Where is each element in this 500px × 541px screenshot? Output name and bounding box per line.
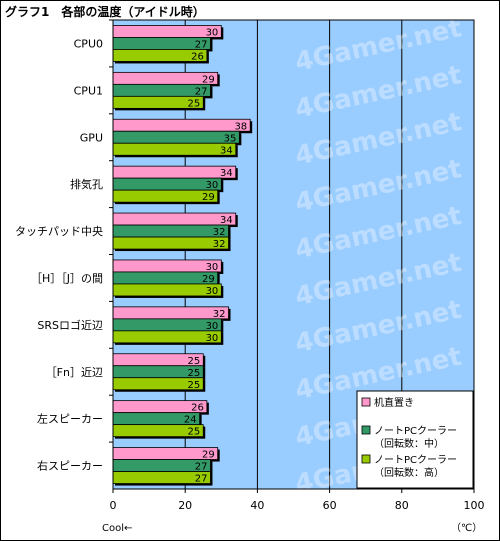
- axis-unit: （℃）: [451, 522, 482, 534]
- data-label: 30: [206, 321, 219, 332]
- data-label: 30: [206, 27, 219, 38]
- legend-swatch: [361, 425, 371, 435]
- category-label: 排気孔: [70, 177, 103, 191]
- x-tick-label: 60: [323, 499, 337, 512]
- bar: [112, 236, 229, 250]
- data-label: 38: [234, 121, 247, 132]
- data-label: 27: [195, 462, 208, 473]
- data-label: 29: [202, 450, 215, 461]
- category-label: CPU0: [74, 37, 103, 50]
- bar: [112, 224, 229, 238]
- data-label: 32: [213, 239, 226, 250]
- x-tick-label: 100: [464, 499, 485, 512]
- data-label: 27: [195, 474, 208, 485]
- bar: [112, 142, 237, 156]
- data-label: 25: [188, 380, 201, 391]
- category-label: 右スピーカー: [37, 459, 103, 473]
- data-label: 30: [206, 262, 219, 273]
- bar: [112, 130, 240, 144]
- bar: [112, 118, 251, 132]
- legend-label: ノートPCクーラー: [374, 425, 457, 437]
- legend-swatch: [361, 397, 371, 407]
- x-tick-label: 80: [395, 499, 409, 512]
- category-label: ［Fn］近辺: [46, 366, 103, 379]
- data-label: 32: [213, 227, 226, 238]
- data-label: 27: [195, 39, 208, 50]
- bar: [112, 212, 237, 226]
- data-label: 34: [220, 145, 233, 156]
- data-label: 27: [195, 86, 208, 97]
- data-label: 29: [202, 74, 215, 85]
- category-label: CPU1: [74, 84, 103, 97]
- data-label: 25: [188, 427, 201, 438]
- legend-swatch: [361, 454, 371, 464]
- data-label: 30: [206, 286, 219, 297]
- legend-label: （回転数：高）: [374, 466, 444, 479]
- data-label: 26: [191, 403, 204, 414]
- legend-label: 机直置き: [374, 396, 414, 409]
- data-label: 34: [220, 215, 233, 226]
- data-label: 24: [184, 415, 197, 426]
- data-label: 34: [220, 168, 233, 179]
- legend-label: ノートPCクーラー: [374, 454, 457, 466]
- data-label: 29: [202, 274, 215, 285]
- bar: [112, 165, 237, 179]
- category-label: GPU: [80, 131, 103, 144]
- bar: [112, 306, 229, 320]
- category-label: ［H］［J］の間: [31, 272, 103, 285]
- data-label: 25: [188, 98, 201, 109]
- data-label: 30: [206, 180, 219, 191]
- data-label: 35: [224, 133, 237, 144]
- x-tick-label: 40: [250, 499, 264, 512]
- legend-box: [356, 390, 474, 489]
- data-label: 25: [188, 356, 201, 367]
- category-label: SRSロゴ近辺: [37, 318, 103, 332]
- chart-title: グラフ1 各部の温度（アイドル時）: [5, 5, 205, 19]
- data-label: 26: [191, 51, 204, 62]
- data-label: 32: [213, 309, 226, 320]
- category-label: タッチパッド中央: [15, 225, 103, 238]
- x-tick-label: 20: [178, 499, 192, 512]
- bars-layer: 3027262927253835343430293432323029303230…: [112, 25, 253, 486]
- data-label: 29: [202, 192, 215, 203]
- legend-label: （回転数：中）: [374, 437, 444, 450]
- axis-note-cool: Cool←: [102, 523, 132, 534]
- category-label: 左スピーカー: [37, 413, 103, 426]
- x-tick-label: 0: [110, 499, 117, 512]
- data-label: 30: [206, 333, 219, 344]
- data-label: 25: [188, 368, 201, 379]
